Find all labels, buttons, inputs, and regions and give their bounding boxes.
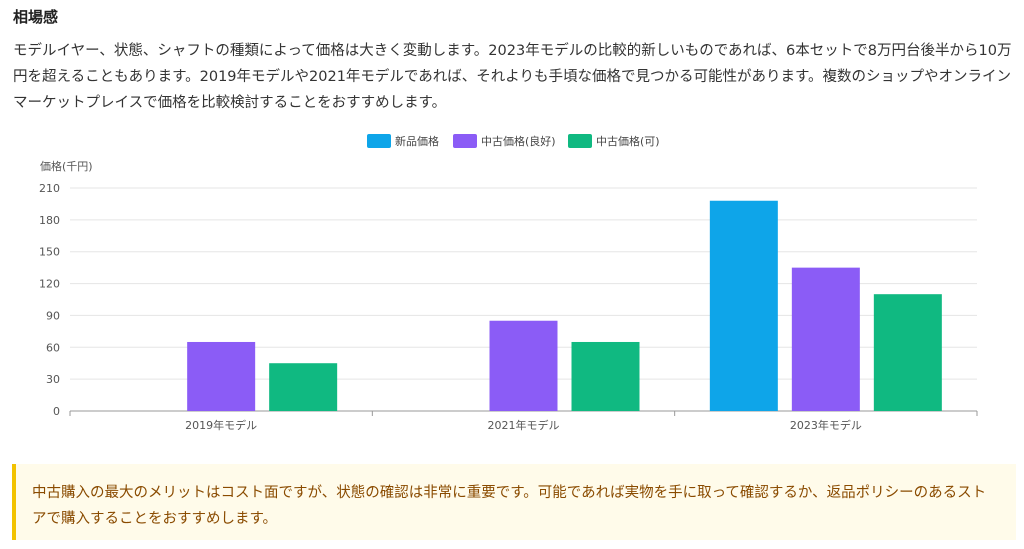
- legend-swatch[interactable]: [568, 134, 592, 148]
- x-tick-label: 2021年モデル: [488, 418, 560, 432]
- bar[interactable]: [873, 294, 942, 411]
- legend-swatch[interactable]: [453, 134, 477, 148]
- y-tick-label: 210: [39, 182, 60, 195]
- advice-text: 中古購入の最大のメリットはコスト面ですが、状態の確認は非常に重要です。可能であれ…: [32, 485, 987, 527]
- y-tick-label: 120: [39, 278, 60, 291]
- y-tick-label: 30: [46, 373, 60, 386]
- y-tick-label: 0: [53, 405, 60, 418]
- advice-callout: 中古購入の最大のメリットはコスト面ですが、状態の確認は非常に重要です。可能であれ…: [12, 464, 1016, 540]
- section-title: 相場感: [13, 8, 59, 26]
- y-tick-label: 90: [46, 309, 60, 322]
- bar[interactable]: [709, 200, 778, 411]
- y-tick-label: 180: [39, 214, 60, 227]
- x-tick-label: 2023年モデル: [790, 418, 862, 432]
- bar[interactable]: [791, 267, 860, 411]
- x-axis: 2019年モデル 2021年モデル 2023年モデル: [69, 411, 978, 432]
- y-axis-label: 価格(千円): [40, 159, 93, 173]
- bar[interactable]: [187, 341, 256, 411]
- legend-label[interactable]: 中古価格(可): [596, 134, 660, 148]
- legend-label[interactable]: 中古価格(良好): [481, 134, 556, 148]
- bar[interactable]: [571, 341, 640, 411]
- y-axis-ticks: 0 30 60 90 120 150 180 210: [39, 182, 60, 418]
- bar[interactable]: [269, 363, 338, 411]
- y-tick-label: 150: [39, 246, 60, 259]
- x-tick-label: 2019年モデル: [185, 418, 257, 432]
- chart-bars: [187, 200, 942, 411]
- chart-legend: 新品価格 中古価格(良好) 中古価格(可): [367, 134, 660, 148]
- legend-label[interactable]: 新品価格: [395, 134, 439, 148]
- legend-swatch[interactable]: [367, 134, 391, 148]
- price-bar-chart: 新品価格 中古価格(良好) 中古価格(可) 価格(千円) 0 30 60 90 120 150…: [39, 134, 978, 432]
- bar[interactable]: [489, 320, 558, 411]
- intro-paragraph: モデルイヤー、状態、シャフトの種類によって価格は大きく変動します。2023年モデ…: [13, 43, 1012, 111]
- y-tick-label: 60: [46, 341, 60, 354]
